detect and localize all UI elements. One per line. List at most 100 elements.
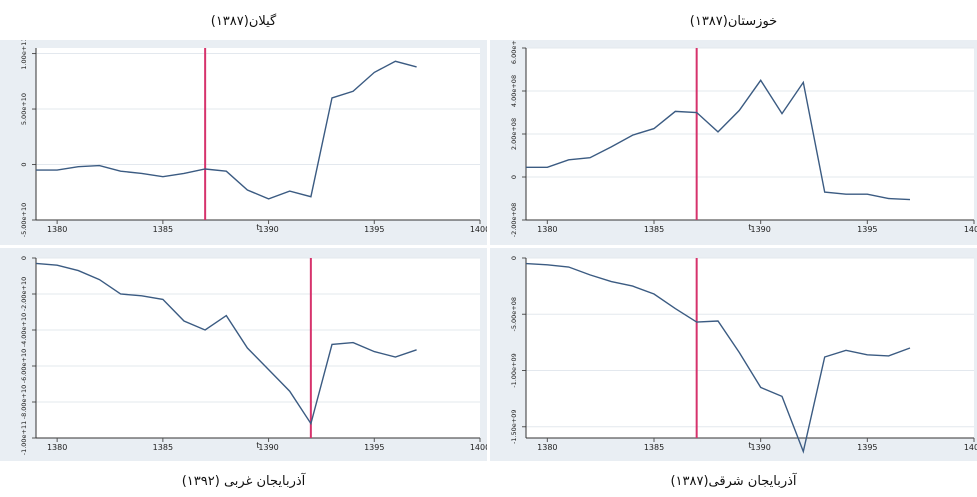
data-point: [183, 320, 185, 322]
x-tick-label: 1400: [964, 225, 977, 234]
data-point: [525, 263, 527, 265]
chart-title-khuzestan: خوزستان(۱۳۸۷): [689, 14, 778, 29]
data-point: [225, 315, 227, 317]
data-point: [77, 166, 79, 168]
data-point: [98, 165, 100, 167]
data-point: [632, 285, 634, 287]
data-point: [204, 329, 206, 331]
data-point: [568, 159, 570, 161]
x-tick-label: 1390: [750, 443, 770, 452]
data-point: [141, 295, 143, 297]
chart-gilan: -5.00e+10 0 5.00e+10 1.00e+11 1380 1385 1390 13…: [20, 40, 487, 237]
y-tick-label: -5.00e+08: [510, 297, 518, 332]
data-point: [373, 351, 375, 353]
chart-east-azarbaijan: 0 -5.00e+08 -1.00e+09 -1.50e+09 1380 1385 1390…: [510, 256, 977, 454]
y-tick-label: -1.00e+11: [20, 421, 28, 456]
data-point: [77, 270, 79, 272]
x-tick-label: 1380: [47, 225, 67, 234]
data-point: [162, 298, 164, 300]
data-point: [717, 131, 719, 133]
y-tick-label: -1.00e+09: [510, 353, 518, 388]
y-tick-label: 4.00e+08: [510, 75, 518, 107]
data-point: [546, 166, 548, 168]
x-tick-label: 1385: [153, 225, 173, 234]
data-point: [268, 369, 270, 371]
chart-west-azarbaijan: 0 -2.00e+10-4.00e+10-6.00e+10-8.00e+10-1.…: [20, 256, 487, 456]
data-point: [204, 168, 206, 170]
x-tick-label: 1380: [537, 225, 557, 234]
data-point: [120, 293, 122, 295]
data-point: [717, 320, 719, 322]
x-tick-label: 1395: [364, 443, 384, 452]
plot-area: [526, 258, 974, 438]
data-point: [394, 356, 396, 358]
x-tick-label: 1385: [644, 225, 664, 234]
data-point: [141, 172, 143, 174]
x-axis-title: t: [748, 441, 751, 450]
data-point: [56, 169, 58, 171]
data-point: [653, 293, 655, 295]
x-tick-label: 1380: [47, 443, 67, 452]
data-point: [394, 60, 396, 62]
data-point: [696, 321, 698, 323]
series-line: [525, 262, 911, 454]
y-tick-label: 0: [20, 256, 28, 260]
data-point: [525, 166, 527, 168]
data-point: [824, 356, 826, 358]
y-tick-label: 0: [510, 256, 518, 260]
data-point: [268, 198, 270, 200]
y-tick-label: 0: [510, 175, 518, 179]
data-point: [35, 262, 37, 264]
x-tick-label: 1385: [153, 443, 173, 452]
y-tick-label: -8.00e+10: [20, 385, 28, 420]
data-point: [696, 112, 698, 114]
x-tick-label: 1400: [470, 443, 487, 452]
data-point: [416, 66, 418, 68]
data-point: [802, 81, 804, 83]
data-point: [246, 347, 248, 349]
data-point: [225, 170, 227, 172]
data-point: [674, 308, 676, 310]
x-tick-label: 1400: [470, 225, 487, 234]
data-point: [632, 134, 634, 136]
data-point: [760, 386, 762, 388]
data-point: [909, 199, 911, 201]
x-tick-label: 1400: [964, 443, 977, 452]
x-axis-title: t: [256, 441, 259, 450]
data-point: [824, 191, 826, 193]
series-line: [526, 79, 911, 201]
y-tick-label: 5.00e+10: [20, 93, 28, 125]
x-tick-label: 1390: [258, 225, 278, 234]
y-tick-label: -2.00e+08: [510, 203, 518, 238]
x-tick-label: 1390: [258, 443, 278, 452]
data-point: [888, 198, 890, 200]
data-point: [610, 281, 612, 283]
data-point: [373, 71, 375, 73]
data-point: [352, 342, 354, 344]
data-point: [35, 169, 37, 171]
data-point: [246, 189, 248, 191]
plot-area: [36, 48, 480, 220]
data-point: [738, 352, 740, 354]
data-point: [310, 423, 312, 425]
chart-title-east-azarbaijan: آذربایجان شرقی(۱۳۸۷): [670, 474, 797, 489]
plot-area: [36, 258, 480, 438]
data-point: [589, 274, 591, 276]
data-point: [589, 157, 591, 159]
data-point: [289, 190, 291, 192]
data-point: [866, 193, 868, 195]
data-point: [352, 90, 354, 92]
data-point: [888, 355, 890, 357]
data-point: [183, 172, 185, 174]
data-point: [546, 264, 548, 266]
data-point: [760, 79, 762, 81]
data-point: [98, 279, 100, 281]
chart-title-west-azarbaijan: آذربایجان غربی (۱۳۹۲): [181, 474, 306, 489]
x-axis-title: t: [256, 223, 259, 232]
data-point: [866, 354, 868, 356]
y-tick-label: -4.00e+10: [20, 313, 28, 348]
data-point: [802, 451, 804, 453]
y-tick-label: 1.00e+11: [20, 40, 28, 70]
data-point: [610, 146, 612, 148]
data-point: [781, 113, 783, 115]
